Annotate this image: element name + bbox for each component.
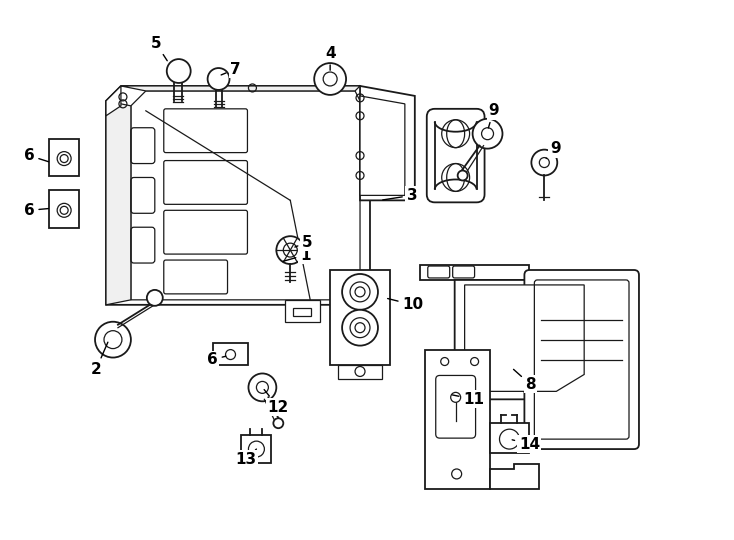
Polygon shape	[106, 86, 370, 305]
Polygon shape	[420, 265, 529, 280]
Circle shape	[167, 59, 191, 83]
Circle shape	[276, 236, 304, 264]
Text: 6: 6	[24, 148, 48, 163]
FancyBboxPatch shape	[426, 109, 484, 202]
Circle shape	[147, 290, 163, 306]
Polygon shape	[360, 86, 415, 200]
Bar	[425, 349, 490, 489]
Bar	[241, 435, 272, 463]
Polygon shape	[106, 101, 131, 305]
Text: 12: 12	[264, 389, 289, 415]
Bar	[49, 139, 79, 177]
Text: 13: 13	[235, 449, 256, 467]
Bar	[49, 191, 79, 228]
Text: 7: 7	[221, 62, 241, 77]
Polygon shape	[490, 464, 539, 489]
Circle shape	[355, 323, 365, 333]
Text: 9: 9	[488, 103, 499, 128]
FancyBboxPatch shape	[524, 270, 639, 449]
Circle shape	[95, 322, 131, 357]
Text: 5: 5	[150, 36, 167, 60]
Text: 9: 9	[546, 141, 561, 159]
Text: 5: 5	[295, 235, 313, 249]
Text: 6: 6	[24, 203, 48, 218]
Polygon shape	[106, 86, 121, 116]
Text: 3: 3	[382, 188, 417, 203]
Circle shape	[451, 393, 461, 402]
Circle shape	[208, 68, 230, 90]
Circle shape	[342, 274, 378, 310]
Polygon shape	[121, 86, 360, 91]
Circle shape	[342, 310, 378, 346]
Text: 6: 6	[207, 352, 226, 367]
Circle shape	[60, 206, 68, 214]
Polygon shape	[286, 300, 320, 322]
Polygon shape	[131, 91, 360, 300]
Circle shape	[60, 154, 68, 163]
Bar	[213, 342, 248, 365]
Bar	[338, 364, 382, 380]
Circle shape	[458, 171, 468, 180]
Bar	[294, 308, 311, 316]
Text: 8: 8	[514, 369, 536, 392]
Text: 11: 11	[452, 392, 484, 407]
Circle shape	[314, 63, 346, 95]
Circle shape	[248, 374, 276, 401]
Bar	[330, 270, 390, 364]
Text: 10: 10	[388, 298, 424, 312]
Polygon shape	[465, 285, 584, 392]
Circle shape	[273, 418, 283, 428]
Circle shape	[355, 287, 365, 297]
Text: 4: 4	[325, 45, 335, 70]
Text: 1: 1	[283, 247, 310, 262]
Circle shape	[531, 150, 557, 176]
Polygon shape	[454, 280, 594, 400]
Polygon shape	[360, 96, 405, 195]
Text: 14: 14	[512, 437, 540, 451]
Text: 2: 2	[91, 342, 108, 377]
Bar	[490, 423, 529, 453]
Circle shape	[473, 119, 503, 148]
